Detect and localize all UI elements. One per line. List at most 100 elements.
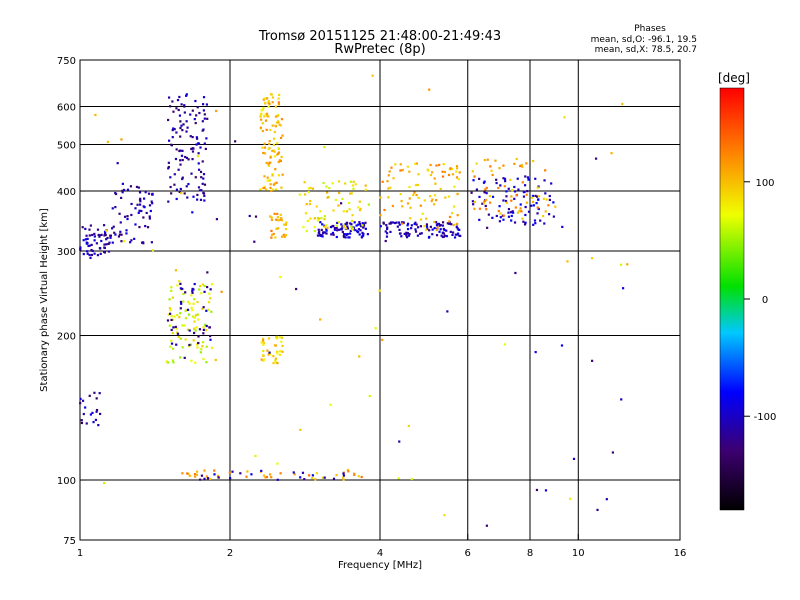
data-point [458, 171, 461, 174]
data-point [209, 477, 212, 481]
data-point [175, 331, 179, 334]
data-point [385, 224, 388, 227]
data-point [261, 146, 264, 149]
data-point [104, 232, 107, 235]
data-point [100, 239, 103, 243]
data-point [206, 117, 209, 120]
data-point [93, 232, 96, 236]
data-point [246, 470, 249, 473]
data-point [450, 223, 453, 226]
data-point [348, 201, 351, 204]
data-point [499, 216, 502, 219]
data-point [190, 359, 193, 362]
x-tick-label: 16 [674, 548, 687, 559]
data-point [202, 332, 205, 335]
data-point [333, 226, 337, 230]
data-point [179, 356, 182, 359]
data-point [205, 309, 208, 312]
data-point [322, 231, 325, 234]
data-point [198, 111, 201, 115]
data-point [342, 233, 346, 236]
data-point [170, 289, 173, 292]
data-point [349, 192, 352, 195]
data-point [261, 354, 265, 357]
data-point [111, 227, 114, 230]
data-point [384, 239, 387, 243]
data-point [435, 224, 439, 227]
data-point [264, 476, 267, 479]
data-point [390, 166, 393, 169]
data-point [514, 271, 517, 275]
data-point [596, 508, 599, 512]
data-point [277, 147, 280, 150]
data-point [425, 228, 428, 231]
data-point [270, 476, 273, 479]
data-point [351, 227, 355, 230]
data-point [331, 182, 334, 185]
data-point [90, 248, 93, 252]
data-point [167, 200, 170, 203]
data-point [268, 142, 271, 146]
data-point [386, 232, 389, 235]
data-point [548, 198, 551, 202]
data-point [120, 240, 123, 243]
data-point [525, 193, 528, 196]
data-point [301, 471, 305, 474]
data-point [497, 186, 500, 190]
data-point [171, 359, 174, 362]
data-point [406, 224, 409, 227]
data-point [455, 225, 458, 229]
data-point [169, 176, 172, 179]
data-point [443, 228, 446, 232]
data-point [198, 328, 202, 331]
data-point [277, 227, 280, 230]
data-point [280, 235, 284, 238]
data-point [96, 228, 100, 231]
data-point [196, 193, 199, 197]
data-point [507, 208, 511, 211]
data-point [432, 203, 436, 206]
data-point [530, 204, 533, 207]
data-point [276, 478, 279, 481]
data-point [507, 211, 510, 214]
data-point [178, 114, 182, 117]
data-point [275, 121, 279, 124]
data-point [274, 188, 278, 191]
data-point [280, 340, 283, 343]
data-point [283, 223, 286, 226]
data-point [205, 137, 208, 140]
data-point [515, 193, 518, 197]
data-point [441, 221, 445, 224]
data-point [311, 187, 314, 190]
data-point [503, 177, 507, 180]
data-point [323, 218, 326, 221]
data-point [192, 339, 195, 342]
data-point [277, 113, 280, 117]
data-point [405, 234, 408, 237]
data-point [498, 220, 501, 223]
data-point [196, 155, 200, 158]
data-point [341, 226, 344, 229]
data-point [210, 283, 213, 286]
data-point [362, 226, 365, 229]
data-point [484, 204, 487, 208]
data-point [611, 451, 615, 454]
data-point [277, 152, 280, 155]
data-point [378, 289, 381, 292]
data-point [139, 200, 142, 203]
y-axis-ticks: 75 100 200 300 400 500 600 750 [57, 56, 86, 547]
data-point [344, 233, 347, 236]
data-point [126, 215, 129, 218]
data-point [335, 224, 338, 227]
data-point [353, 472, 356, 475]
data-point [332, 233, 335, 236]
data-point [502, 218, 505, 221]
chart-title: Tromsø 20151125 21:48:00-21:49:43 [258, 29, 501, 44]
data-point [120, 233, 123, 236]
data-point [107, 250, 111, 253]
data-point [307, 190, 310, 194]
data-point [183, 324, 186, 327]
data-point [191, 211, 194, 214]
data-point [175, 343, 178, 346]
y-tick-label: 500 [57, 141, 76, 152]
